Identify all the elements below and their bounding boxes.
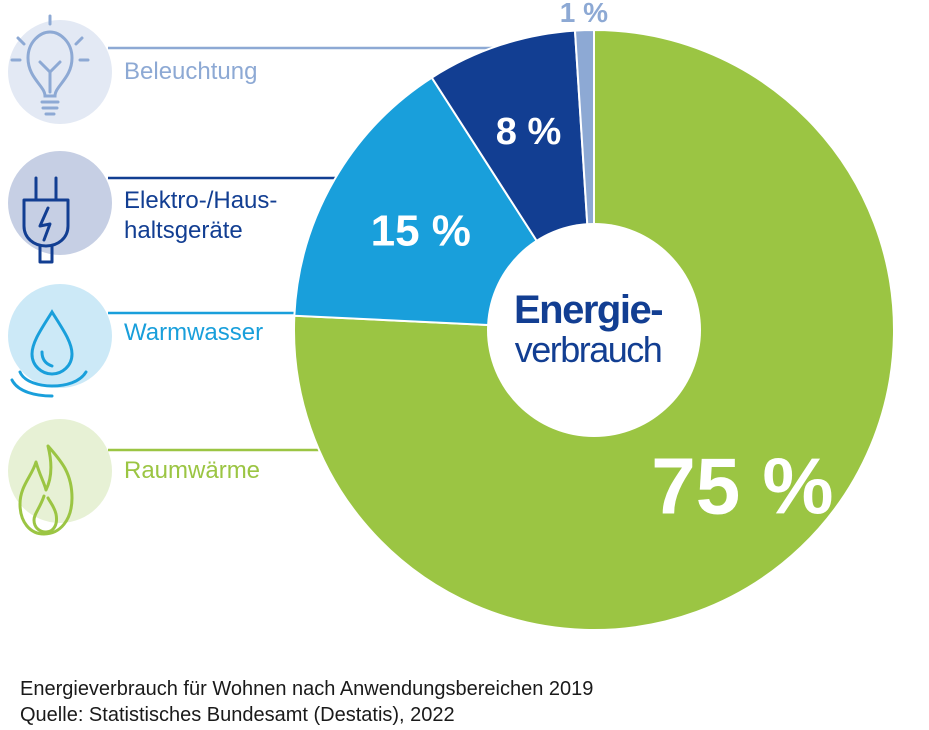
donut-center-title: Energie- verbrauch bbox=[513, 288, 664, 370]
plug-icon bbox=[22, 176, 70, 264]
category-label-warmwasser: Warmwasser bbox=[124, 319, 264, 346]
icon-plug bbox=[8, 151, 112, 264]
slice-raumwaerme bbox=[293, 28, 895, 631]
category-label-elektro: Elektro-/Haus- haltsgeräte bbox=[124, 187, 278, 244]
chart-caption: Energieverbrauch für Wohnen nach Anwendu… bbox=[20, 678, 594, 700]
lightbulb-icon bbox=[10, 14, 90, 116]
icon-lightbulb bbox=[8, 14, 112, 124]
value-labels: 75 % 15 % 8 % 1 % bbox=[371, 0, 834, 531]
icon-water-drop bbox=[8, 284, 112, 398]
flame-icon bbox=[18, 444, 74, 536]
value-label-raumwaerme: 75 % bbox=[651, 442, 833, 531]
chart-source: Quelle: Statistisches Bundesamt (Destati… bbox=[20, 704, 455, 726]
water-drop-icon bbox=[10, 309, 88, 398]
value-label-beleuchtung: 1 % bbox=[560, 0, 608, 28]
icon-flame bbox=[8, 419, 112, 536]
value-label-warmwasser: 15 % bbox=[371, 206, 471, 255]
category-label-beleuchtung: Beleuchtung bbox=[124, 58, 258, 85]
donut-hole bbox=[487, 223, 701, 437]
value-label-elektro: 8 % bbox=[496, 111, 561, 153]
category-label-raumwaerme: Raumwärme bbox=[124, 457, 261, 484]
chart-footer: Energieverbrauch für Wohnen nach Anwendu… bbox=[20, 676, 593, 728]
